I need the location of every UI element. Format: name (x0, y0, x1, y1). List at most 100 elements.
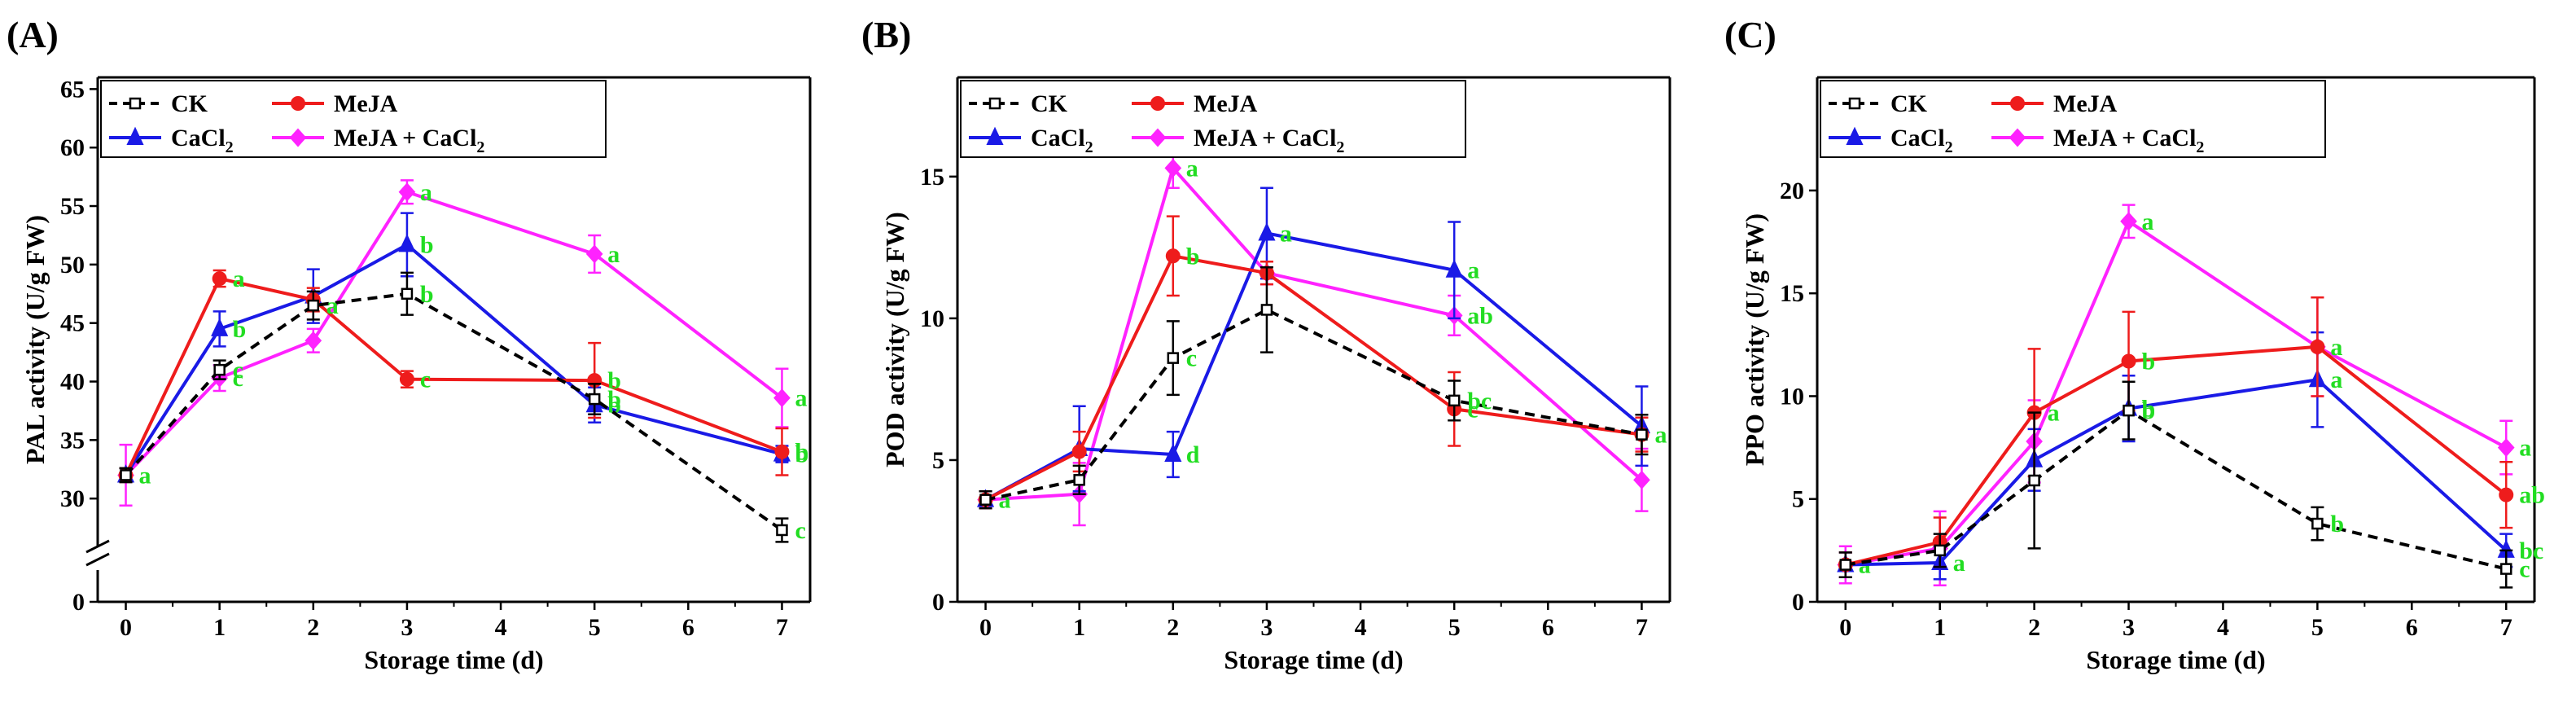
legend-label: CaCl2 (1031, 125, 1093, 156)
series-line (124, 276, 783, 476)
data-point (1164, 443, 1182, 462)
significance-letter: a (420, 179, 432, 206)
data-point (398, 182, 416, 202)
data-point (120, 469, 132, 481)
significance-letter: a (2519, 435, 2531, 462)
y-tick-label: 15 (1780, 280, 1804, 307)
y-tick-label: 5 (932, 447, 944, 474)
x-tick-label: 2 (307, 614, 319, 641)
x-tick-label: 1 (213, 614, 226, 641)
legend: CK MeJA CaCl2 MeJA + CaCl2 (100, 80, 607, 158)
significance-letter: a (1654, 422, 1667, 449)
x-tick-label: 4 (1355, 614, 1367, 641)
data-point (773, 388, 791, 408)
x-tick-label: 7 (2500, 614, 2512, 641)
significance-letter: a (1467, 257, 1479, 284)
significance-letter: a (795, 385, 807, 412)
significance-letter: b (2142, 349, 2156, 375)
data-point (2123, 404, 2135, 417)
significance-letter: b (607, 386, 621, 413)
significance-letter: b (607, 367, 621, 394)
legend: CK MeJA CaCl2 MeJA + CaCl2 (960, 80, 1466, 158)
significance-letter: c (420, 366, 431, 393)
series-line (985, 308, 1642, 502)
significance-letter: bc (2519, 537, 2543, 564)
data-point (1934, 544, 1946, 557)
legend-box (960, 80, 1466, 158)
y-tick-label: 0 (1792, 589, 1804, 616)
x-tick-label: 7 (776, 614, 788, 641)
data-point (2120, 212, 2137, 231)
data-point (776, 524, 788, 537)
legend-label: CK (171, 90, 208, 117)
significance-letter: ab (2519, 482, 2545, 509)
y-tick-label: 10 (1780, 383, 1804, 410)
series-line (125, 190, 783, 476)
series-line (125, 292, 783, 532)
significance-letter: a (139, 462, 151, 489)
x-axis-label: Storage time (d) (364, 645, 543, 674)
data-point (1073, 474, 1085, 486)
data-point (399, 371, 414, 387)
legend-marker (2009, 128, 2026, 147)
significance-letter: b (607, 392, 621, 419)
legend-entry: CK (109, 90, 208, 117)
significance-letter: b (795, 439, 808, 466)
legend-marker (289, 128, 307, 147)
data-point (212, 271, 227, 287)
y-tick-label: 5 (1792, 486, 1804, 513)
x-tick-label: 3 (401, 614, 413, 641)
series-ck: ca bbc (119, 271, 806, 544)
data-point (1071, 444, 1087, 459)
x-tick-label: 6 (682, 614, 694, 641)
data-point (979, 494, 992, 506)
legend-marker (986, 126, 1004, 145)
x-axis-label: Storage time (d) (1224, 645, 1403, 674)
data-point (2311, 517, 2324, 530)
series-line (1845, 378, 2508, 567)
y-axis-label: PAL activity (U/g FW) (20, 215, 50, 464)
legend-entry: CK (969, 90, 1068, 117)
series-meja-cacl2: a c a a a (117, 179, 807, 507)
legend-entry: MeJA + CaCl2 (272, 125, 484, 156)
panel-3: (C) 0 1 2 3 4 5 6 7 0 5 10 15 20 Storage time (d) PPO a… (1724, 14, 2545, 674)
significance-letter: a (233, 265, 245, 292)
legend-marker (126, 126, 144, 145)
y-tick-label: 45 (60, 310, 85, 337)
significance-letter: a (2142, 208, 2154, 235)
significance-letter: b (420, 231, 434, 258)
data-point (1448, 394, 1461, 407)
series-line (985, 165, 1643, 502)
data-point (401, 287, 414, 301)
y-tick-label: 30 (60, 485, 85, 512)
significance-letter: b (233, 316, 247, 343)
data-point (1839, 559, 1852, 571)
legend-label: MeJA (2053, 90, 2118, 117)
significance-letter: a (2330, 334, 2342, 361)
x-tick-label: 5 (1448, 614, 1461, 641)
y-tick-label: 55 (60, 193, 85, 220)
series-ck: c bc (979, 265, 1649, 510)
x-tick-label: 3 (2123, 614, 2135, 641)
significance-letter: a (2330, 366, 2342, 393)
panel-label: (B) (861, 14, 911, 55)
data-point (307, 299, 320, 312)
data-point (2499, 563, 2512, 575)
series-ck: b b c (1838, 380, 2530, 589)
legend-entry: MeJA (1991, 90, 2118, 117)
data-point (774, 444, 790, 459)
x-tick-label: 4 (495, 614, 507, 641)
data-point (1167, 352, 1180, 364)
significance-letter: a (1186, 155, 1198, 182)
significance-letter: a (1280, 220, 1292, 247)
axis-break-mark (85, 552, 110, 567)
significance-letter: b (2330, 511, 2344, 537)
series-line (984, 254, 1642, 502)
y-tick-label: 15 (920, 164, 944, 191)
x-tick-label: 0 (979, 614, 992, 641)
data-point (1164, 158, 1182, 178)
data-point (1633, 470, 1650, 489)
